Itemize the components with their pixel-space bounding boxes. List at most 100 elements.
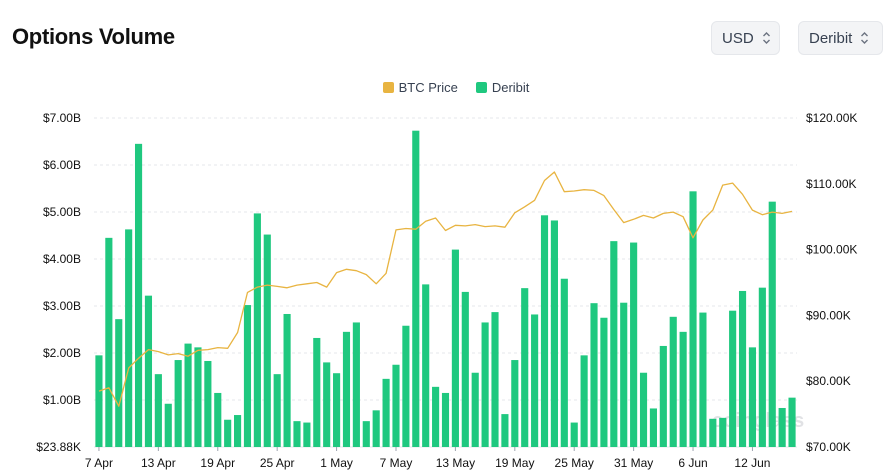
volume-bar [273,374,281,447]
volume-bar [154,374,162,447]
chevron-up-down-icon [762,31,771,45]
volume-bar [481,322,489,447]
volume-bar [313,337,321,447]
y-right-tick-label: $80.00K [806,374,851,388]
volume-bar [521,288,529,447]
y-left-tick-label: $3.00B [43,299,81,313]
legend-label-btc-price: BTC Price [398,80,458,95]
y-left-tick-label: $1.00B [43,393,81,407]
y-left-tick-label: $23.88K [36,440,81,454]
volume-bar [471,372,479,447]
y-left-tick-label: $4.00B [43,252,81,266]
volume-bar [164,403,172,447]
volume-bar [144,295,153,447]
options-volume-chart: $23.88K $1.00B $2.00B $3.00B $4.00B $5.00B $6.… [36,111,857,470]
volume-bar [184,343,192,447]
x-tick-label: 13 Apr [141,456,176,470]
y-left-tick-label: $6.00B [43,158,81,172]
y-left-tick-label: $7.00B [43,111,81,125]
volume-bar [125,229,133,447]
y-right-tick-label: $110.00K [806,177,857,191]
volume-bar [630,242,638,447]
volume-bar [95,355,103,447]
volume-bar [402,325,410,447]
volume-bar [719,417,727,447]
x-tick-label: 19 May [495,456,534,470]
y-right-tick-label: $90.00K [806,308,851,322]
x-tick-label: 12 Jun [734,456,770,470]
volume-bar [709,418,717,447]
volume-bar [243,305,252,447]
volume-bar [263,234,271,447]
x-tick-label: 6 Jun [678,456,707,470]
volume-bar [432,386,440,447]
volume-bar [639,372,648,447]
volume-bar [194,347,202,447]
exchange-select-value: Deribit [809,29,853,47]
x-tick-label: 13 May [436,456,475,470]
volume-bar [511,360,519,447]
volume-bar [412,130,420,447]
volume-bar [105,237,113,447]
volume-bar [451,249,459,447]
volume-bar [550,220,558,447]
volume-bar [679,331,687,447]
y-right-tick-label: $70.00K [806,440,851,454]
legend-item-deribit[interactable]: Deribit [475,80,529,95]
x-tick-label: 7 May [380,456,413,470]
x-tick-label: 25 Apr [260,456,295,470]
volume-bar [620,302,628,447]
legend-swatch-btc-price [382,82,394,93]
volume-bar [758,287,766,447]
volume-bar [234,415,242,447]
volume-bar [293,421,301,447]
y-right-tick-label: $100.00K [806,243,857,257]
volume-bar [204,360,212,447]
volume-bar [283,313,291,447]
volume-bar [540,215,549,447]
volume-bar [491,312,499,447]
volume-bar [531,314,539,447]
volume-bar [352,322,360,447]
page-title: Options Volume [12,24,175,49]
chevron-up-down-icon [860,31,869,45]
chart-legend: BTC Price Deribit [0,80,892,95]
y-left-tick-label: $2.00B [43,346,81,360]
legend-swatch-deribit [475,82,487,93]
legend-item-btc-price[interactable]: BTC Price [363,80,458,95]
volume-bar [600,317,608,447]
volume-bar [303,422,311,447]
volume-bar [134,143,143,447]
volume-bar [342,331,351,447]
volume-bar [748,347,757,447]
volume-bar [778,407,786,447]
volume-bar [214,392,222,447]
x-tick-label: 19 Apr [200,456,235,470]
volume-bar [333,373,341,447]
volume-bar [253,213,261,447]
volume-bar [659,345,667,447]
volume-bar [323,362,331,447]
volume-bar [649,408,657,447]
currency-select-value: USD [722,29,754,47]
volume-bar [224,419,232,447]
exchange-select[interactable]: Deribit [798,21,883,55]
y-left-tick-label: $5.00B [43,205,81,219]
volume-bar [788,397,796,447]
volume-bar [362,421,370,447]
volume-bar [580,355,588,447]
x-tick-label: 31 May [614,456,653,470]
volume-bar [689,191,697,447]
volume-bar [768,201,776,447]
volume-bar [699,312,707,447]
volume-bar [501,414,509,447]
volume-bar [115,319,123,447]
volume-bar [372,410,380,447]
volume-bar [590,303,598,447]
volume-bar [738,290,747,447]
volume-bar [610,241,618,447]
currency-select[interactable]: USD [711,21,780,55]
volume-bar [570,422,578,447]
volume-bar [174,360,182,447]
x-tick-label: 1 May [320,456,353,470]
